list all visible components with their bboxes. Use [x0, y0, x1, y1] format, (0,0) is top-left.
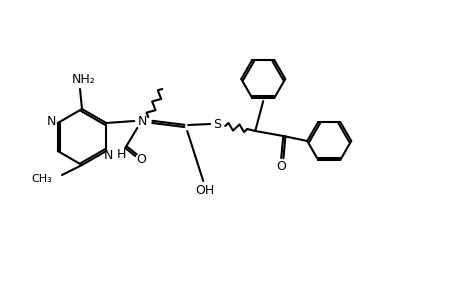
Text: N: N: [103, 148, 113, 161]
Text: O: O: [136, 152, 146, 166]
Text: CH₃: CH₃: [31, 174, 52, 184]
Text: OH: OH: [195, 184, 214, 196]
Text: NH₂: NH₂: [72, 73, 95, 85]
Text: O: O: [276, 160, 285, 172]
Text: N: N: [47, 115, 56, 128]
Text: S: S: [213, 118, 221, 130]
Text: N: N: [137, 115, 146, 128]
Text: H: H: [116, 148, 126, 160]
